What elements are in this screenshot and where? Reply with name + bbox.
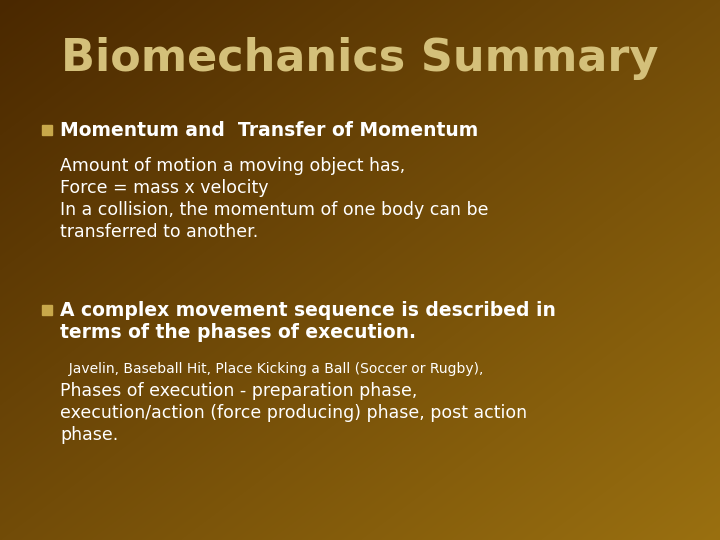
Text: terms of the phases of execution.: terms of the phases of execution. (60, 322, 416, 341)
Text: phase.: phase. (60, 426, 118, 444)
Bar (42, 305, 52, 315)
Text: Amount of motion a moving object has,: Amount of motion a moving object has, (60, 157, 405, 175)
Text: A complex movement sequence is described in: A complex movement sequence is described… (60, 300, 556, 320)
Text: Javelin, Baseball Hit, Place Kicking a Ball (Soccer or Rugby),: Javelin, Baseball Hit, Place Kicking a B… (60, 362, 483, 376)
Text: Biomechanics Summary: Biomechanics Summary (61, 37, 659, 79)
Text: Phases of execution - preparation phase,: Phases of execution - preparation phase, (60, 382, 418, 400)
Bar (42, 125, 52, 135)
Text: In a collision, the momentum of one body can be: In a collision, the momentum of one body… (60, 201, 488, 219)
Text: transferred to another.: transferred to another. (60, 223, 258, 241)
Text: Force = mass x velocity: Force = mass x velocity (60, 179, 269, 197)
Text: Momentum and  Transfer of Momentum: Momentum and Transfer of Momentum (60, 120, 478, 139)
Text: execution/action (force producing) phase, post action: execution/action (force producing) phase… (60, 404, 527, 422)
